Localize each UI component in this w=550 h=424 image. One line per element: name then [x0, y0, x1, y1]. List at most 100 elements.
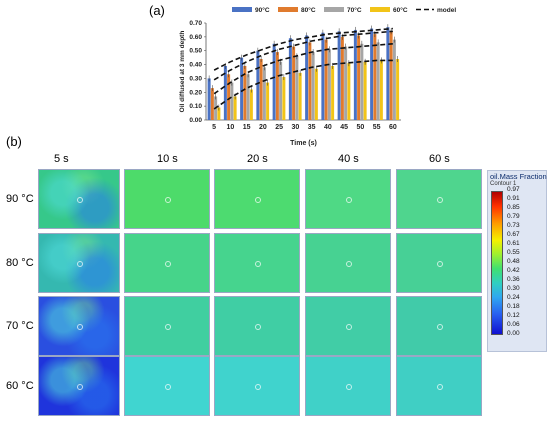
probe-marker [255, 384, 261, 390]
contour-cell [214, 356, 300, 416]
bar [340, 36, 344, 120]
bar [308, 42, 312, 120]
colorbar-gradient [491, 191, 503, 335]
contour-cell [214, 169, 300, 229]
bar [227, 74, 231, 120]
colorbar-tick-label: 0.67 [507, 231, 520, 238]
y-tick-label: 0.20 [189, 89, 202, 96]
bar [233, 96, 237, 120]
contour-cell [124, 169, 210, 229]
bar [353, 29, 357, 120]
bar [282, 77, 286, 120]
contour-cell [38, 233, 120, 293]
colorbar-tick-label: 0.12 [507, 312, 520, 319]
bar [344, 46, 348, 120]
bar [311, 52, 315, 120]
bar-chart: 0.00 0.10 0.20 0.30 0.40 0.50 0.60 0.70 5 10 15 20 2… [179, 6, 456, 147]
colorbar-tick-label: 0.06 [507, 321, 520, 328]
probe-marker [255, 324, 261, 330]
x-tick-label: 40 [324, 124, 332, 131]
x-tick-label: 60 [389, 124, 397, 131]
x-tick-label: 50 [356, 124, 364, 131]
legend-label: 90°C [255, 6, 270, 14]
probe-marker [437, 384, 443, 390]
row-label: 70 °C [6, 320, 34, 332]
row-label: 80 °C [6, 257, 34, 269]
bar [246, 74, 250, 120]
colorbar-tick-label: 0.30 [507, 285, 520, 292]
colorbar-tick-label: 0.91 [507, 195, 520, 202]
x-tick-label: 15 [243, 124, 251, 131]
contour-cell [396, 233, 482, 293]
colorbar-tick-label: 0.48 [507, 258, 520, 265]
probe-marker [346, 324, 352, 330]
contour-cell [124, 356, 210, 416]
bar [376, 42, 380, 120]
bar [379, 60, 383, 120]
row-label: 90 °C [6, 193, 34, 205]
contour-cell [38, 169, 120, 229]
bar [240, 57, 244, 120]
colorbar-title: oil.Mass Fraction [490, 172, 547, 181]
x-tick-label: 45 [340, 124, 348, 131]
colorbar-tick-label: 0.00 [507, 330, 520, 337]
bar [305, 35, 309, 120]
contour-cell [214, 233, 300, 293]
legend-label: 70°C [347, 6, 362, 14]
colorbar-subtitle: Contour 1 [490, 181, 517, 187]
probe-marker [77, 197, 83, 203]
model-curve [213, 42, 393, 95]
panel-a-label: (a) [149, 3, 165, 18]
legend-label: 60°C [393, 6, 408, 14]
legend-label: model [437, 7, 456, 14]
legend-swatch [232, 7, 252, 12]
bar [217, 107, 221, 120]
colorbar-tick-label: 0.79 [507, 213, 520, 220]
y-tick-label: 0.70 [189, 20, 202, 27]
y-tick-label: 0.10 [189, 103, 202, 110]
bar [262, 67, 266, 120]
probe-marker [165, 197, 171, 203]
probe-marker [346, 261, 352, 267]
contour-cell [396, 356, 482, 416]
contour-cell [305, 169, 391, 229]
y-tick-label: 0.30 [189, 75, 202, 82]
bar [347, 63, 351, 120]
bar [321, 32, 325, 121]
probe-marker [437, 324, 443, 330]
probe-marker [165, 384, 171, 390]
bar [337, 31, 341, 120]
bar [210, 88, 214, 120]
bar [373, 34, 377, 121]
contour-cell [305, 233, 391, 293]
legend-swatch [370, 7, 390, 12]
bar [298, 72, 302, 120]
contour-cell [396, 169, 482, 229]
contour-cell [38, 356, 120, 416]
colorbar-tick-label: 0.85 [507, 204, 520, 211]
bar [360, 43, 364, 120]
x-tick-label: 10 [226, 124, 234, 131]
contour-cell [124, 233, 210, 293]
bar [223, 65, 227, 120]
model-curve [213, 27, 393, 71]
bar [249, 89, 253, 120]
probe-marker [255, 197, 261, 203]
colorbar-tick-label: 0.42 [507, 267, 520, 274]
contour-cell [38, 296, 120, 356]
column-label: 40 s [338, 153, 359, 165]
bar [331, 65, 335, 120]
x-tick-label: 55 [373, 124, 381, 131]
bar [327, 49, 331, 121]
bar [243, 65, 247, 120]
bar [370, 28, 374, 121]
bar [275, 52, 279, 120]
probe-marker [437, 197, 443, 203]
column-label: 5 s [54, 153, 69, 165]
bar [314, 68, 318, 120]
probe-marker [437, 261, 443, 267]
legend-swatch [278, 7, 298, 12]
bar [357, 35, 361, 120]
probe-marker [255, 261, 261, 267]
